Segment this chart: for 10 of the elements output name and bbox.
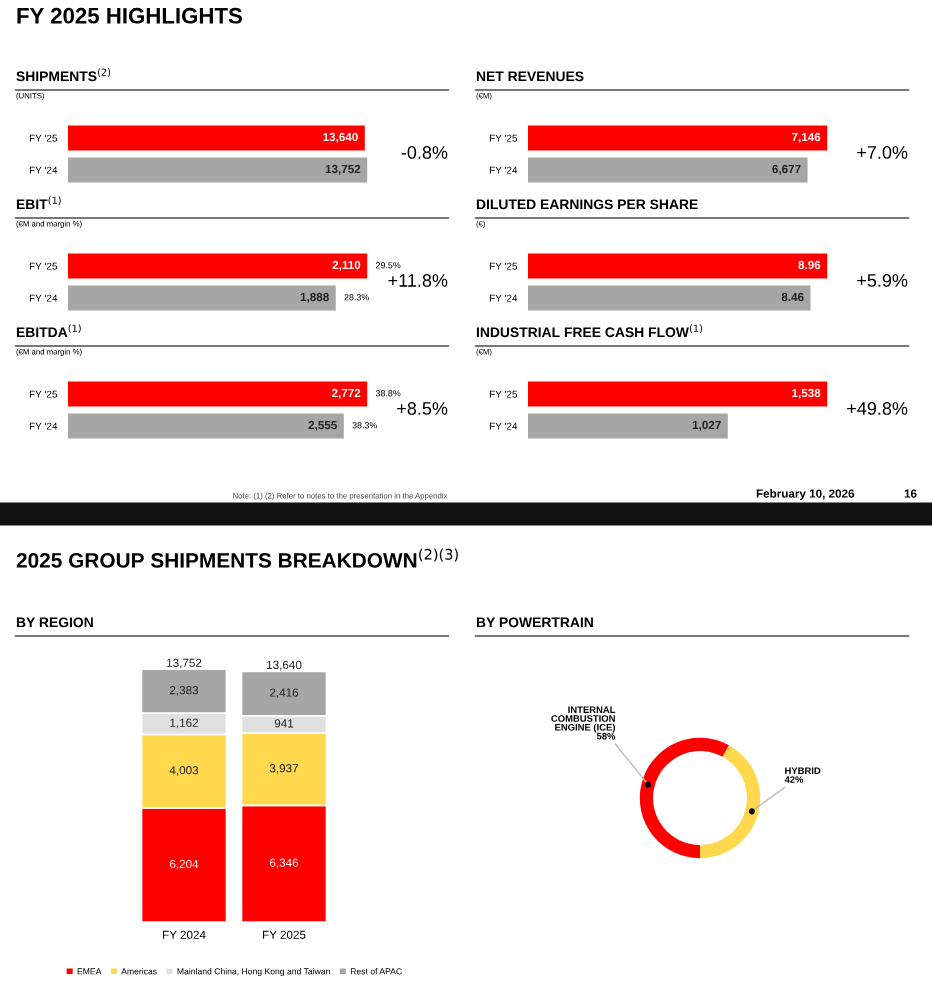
text: 2025 GROUP SHIPMENTS BREAKDOWN$^{(2)(3)}$ [16,548,458,568]
donut-slice [700,745,761,859]
text: +49.8% [847,402,908,415]
text: +7.0% [857,146,908,159]
text: -0.8% [401,146,448,159]
text: FY 2025 HIGHLIGHTS [17,7,242,24]
text: +11.8% [388,274,448,287]
text: +8.5% [397,402,448,415]
donut-slice [639,737,729,859]
text: +5.9% [857,274,908,287]
